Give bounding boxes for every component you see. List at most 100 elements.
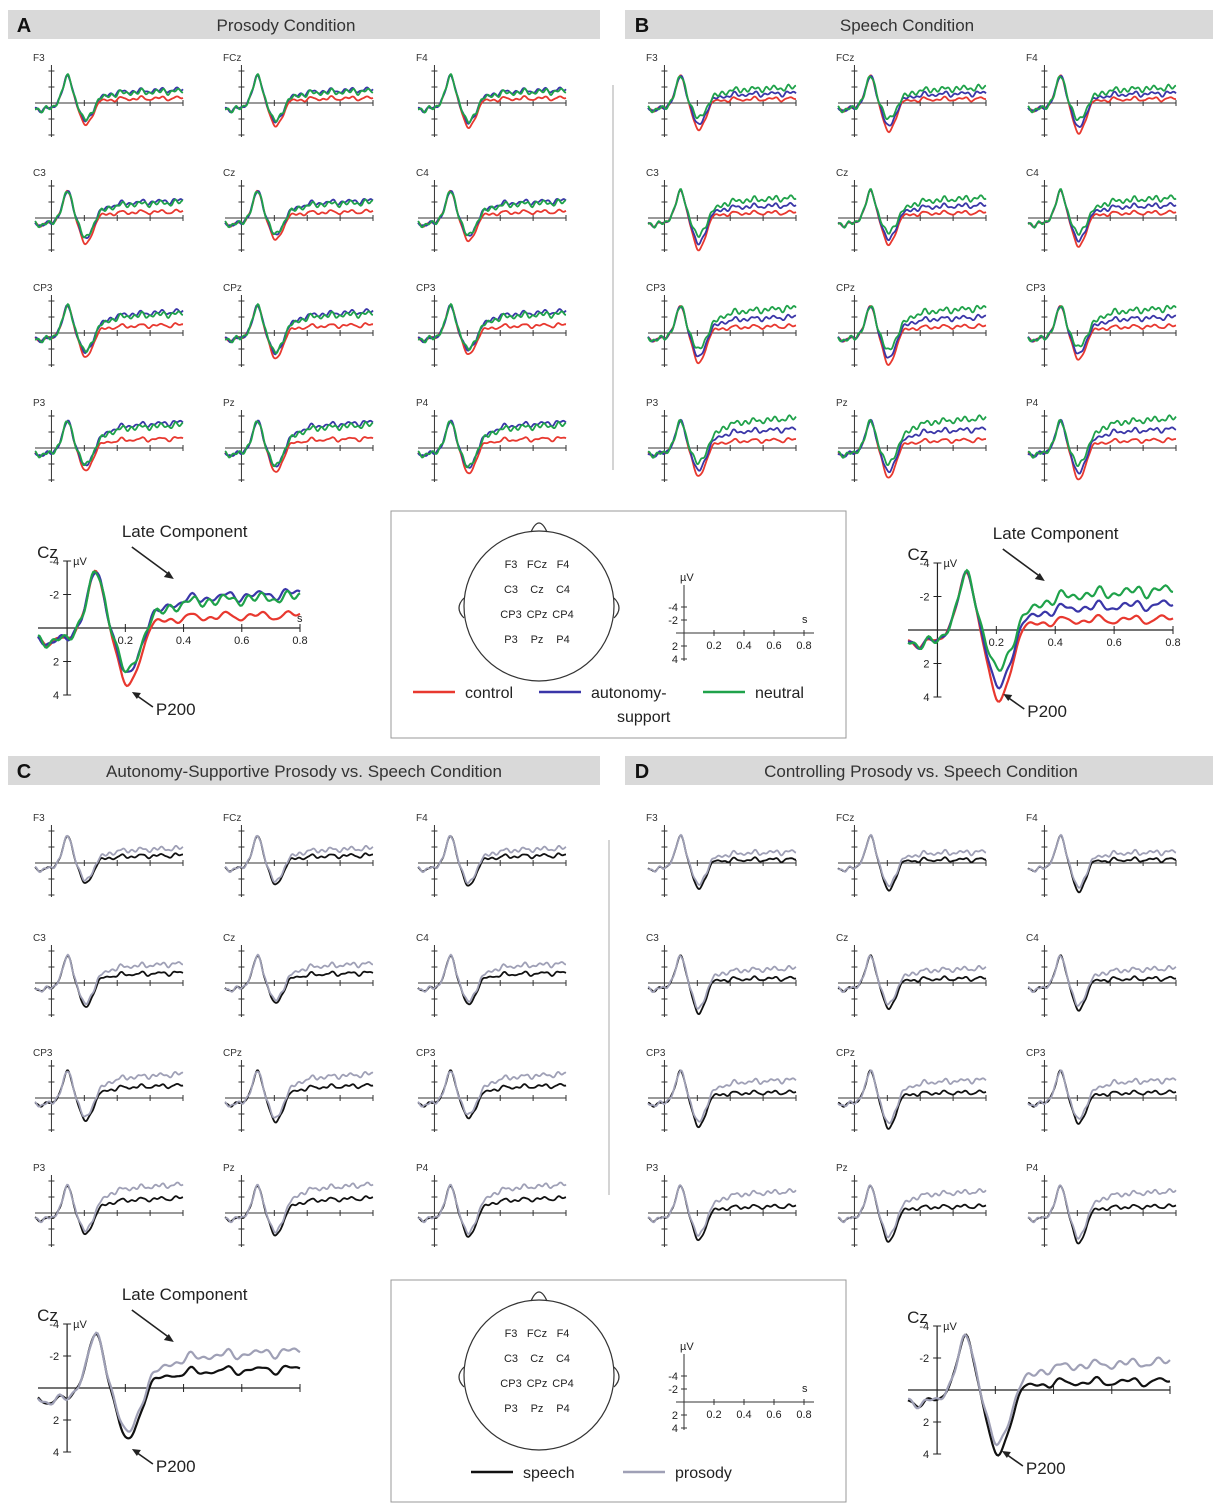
subplot-c4: C4 xyxy=(416,168,567,252)
scalp-electrode-label: F4 xyxy=(557,559,570,571)
series-line-neutral xyxy=(837,414,987,467)
panel-title: Autonomy-Supportive Prosody vs. Speech C… xyxy=(106,762,502,781)
panel-a: A Prosody Condition F3 FCz F4 C3 Cz C4 CP3 CPz CP3… xyxy=(8,10,600,482)
electrode-label: CP3 xyxy=(646,283,666,294)
legend-x-tick: 0.4 xyxy=(736,1409,751,1421)
electrode-label: C4 xyxy=(1026,168,1039,179)
scalp-electrode-label: P3 xyxy=(504,1403,517,1415)
series-line-control xyxy=(34,74,184,127)
subplot-cp3: CP3 xyxy=(416,1048,567,1132)
series-line-neutral xyxy=(1027,304,1177,348)
scalp-electrode-label: F3 xyxy=(505,1328,518,1340)
subplot-fcz: FCz xyxy=(836,53,987,137)
panel-header xyxy=(625,10,1213,39)
subplot-c3: C3 xyxy=(33,933,184,1017)
subplot-p4: P4 xyxy=(1026,1163,1177,1247)
x-tick-label: 0.8 xyxy=(292,635,307,647)
series-line-speech xyxy=(34,835,183,884)
unit-label: µV xyxy=(943,558,957,570)
series-line-prosody xyxy=(1027,954,1177,1007)
series-line-neutral xyxy=(224,420,374,468)
panel-header xyxy=(8,756,600,785)
electrode-label: FCz xyxy=(223,813,241,824)
subplot-pz: Pz xyxy=(836,398,987,482)
series-line-prosody xyxy=(417,1181,567,1235)
series-line-speech xyxy=(417,954,567,1006)
subplot-c3: C3 xyxy=(646,168,797,252)
electrode-label: CPz xyxy=(836,283,855,294)
cz-large-plot: -4 -2 2 4 Cz µV P200 xyxy=(907,1308,1171,1478)
y-tick-label: 2 xyxy=(923,659,929,671)
series-line-neutral xyxy=(647,188,797,239)
series-line-neutral xyxy=(1027,188,1177,236)
series-line-prosody xyxy=(34,1181,184,1233)
cz-large-plot: -4 -2 2 4 Cz µV Late Component P200 xyxy=(37,1285,301,1476)
panel-letter: A xyxy=(17,15,31,37)
y-tick-label: -4 xyxy=(49,1319,59,1331)
series-line-neutral xyxy=(837,75,987,120)
series-line-prosody xyxy=(837,833,987,888)
late-component-label: Late Component xyxy=(993,524,1119,543)
subplot-cpz: CPz xyxy=(223,1048,374,1132)
electrode-label: F4 xyxy=(1026,53,1038,64)
x-tick-label: 0.2 xyxy=(118,635,133,647)
legend-label: speech xyxy=(523,1465,575,1482)
series-line-speech xyxy=(37,1332,301,1440)
subplot-cp3: CP3 xyxy=(33,1048,184,1132)
series-line-speech xyxy=(647,954,797,1016)
cz-label: Cz xyxy=(37,543,58,562)
y-tick-label: -4 xyxy=(920,558,930,570)
series-line-speech xyxy=(34,954,184,1008)
y-tick-label: -2 xyxy=(49,590,59,602)
electrode-label: P4 xyxy=(1026,1163,1039,1174)
p200-label: P200 xyxy=(156,700,196,719)
series-line-autonomy xyxy=(224,303,374,356)
cz-label: Cz xyxy=(907,545,928,564)
subplot-f3: F3 xyxy=(33,53,184,137)
subplot-pz: Pz xyxy=(836,1163,987,1247)
electrode-label: FCz xyxy=(836,813,854,824)
legend-unit: µV xyxy=(680,572,694,584)
series-line-prosody xyxy=(224,953,373,1002)
electrode-label: CP3 xyxy=(646,1048,666,1059)
y-tick-label: 2 xyxy=(923,1417,929,1429)
subplot-f4: F4 xyxy=(416,53,567,137)
subplot-pz: Pz xyxy=(223,1163,374,1247)
series-line-speech xyxy=(417,1069,567,1120)
series-line-autonomy xyxy=(1027,305,1177,355)
scalp-electrode-label: C3 xyxy=(504,1353,518,1365)
late-component-label: Late Component xyxy=(122,1285,248,1304)
panel-letter: C xyxy=(17,761,31,783)
series-line-neutral xyxy=(417,190,566,237)
electrode-label: Cz xyxy=(836,933,848,944)
series-line-prosody xyxy=(417,1070,567,1116)
legend-x-tick: 0.4 xyxy=(736,640,751,652)
series-line-prosody xyxy=(907,1333,1171,1447)
series-line-autonomy xyxy=(37,571,301,673)
series-line-autonomy xyxy=(224,419,374,468)
subplot-cp3: CP3 xyxy=(1026,283,1177,367)
electrode-label: CPz xyxy=(836,1048,855,1059)
scalp-electrode-label: FCz xyxy=(527,1328,547,1340)
series-line-autonomy xyxy=(224,73,374,124)
legend-y-tick: -4 xyxy=(668,602,678,614)
series-line-neutral xyxy=(35,72,184,122)
p200-label: P200 xyxy=(156,1457,196,1476)
legend-y-tick: -2 xyxy=(668,615,678,627)
subplot-cz: Cz xyxy=(836,168,987,252)
electrode-label: C4 xyxy=(416,168,429,179)
legend-x-tick: 0.2 xyxy=(706,1409,721,1421)
subplot-cpz: CPz xyxy=(223,283,374,367)
series-line-control xyxy=(1027,74,1177,135)
series-line-control xyxy=(647,305,797,365)
subplot-f3: F3 xyxy=(33,813,184,897)
series-line-prosody xyxy=(647,833,797,886)
series-line-speech xyxy=(907,1333,1171,1457)
x-tick-label: 0.6 xyxy=(234,635,249,647)
series-line-neutral xyxy=(225,72,374,123)
series-line-prosody xyxy=(34,1070,184,1118)
subplot-fcz: FCz xyxy=(223,813,374,897)
late-component-label: Late Component xyxy=(122,522,248,541)
electrode-label: Cz xyxy=(223,933,235,944)
nose xyxy=(530,1291,548,1302)
